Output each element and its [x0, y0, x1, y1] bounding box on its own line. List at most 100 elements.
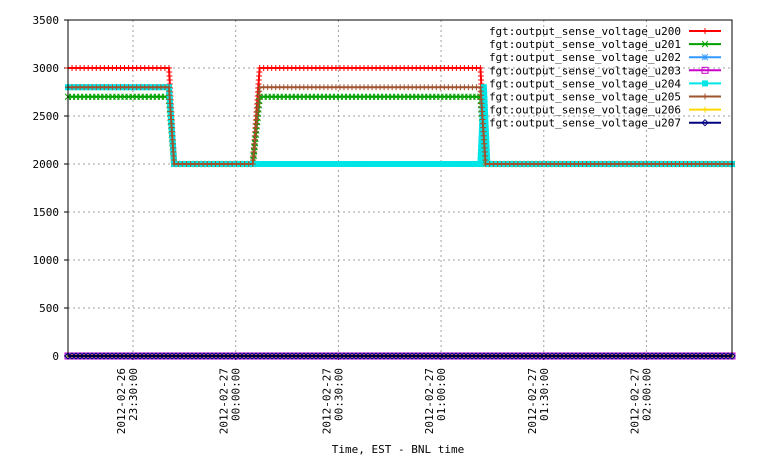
legend-marker [702, 106, 708, 113]
legend-marker [701, 53, 709, 61]
data-point [279, 161, 286, 167]
data-point [445, 161, 452, 167]
legend-label: fgt:output_sense_voltage_u201 [489, 38, 681, 51]
data-point [441, 161, 448, 167]
data-point [364, 161, 371, 167]
data-point [477, 152, 484, 159]
y-axis-ticks: 0 500 1000 1500 2000 2500 3000 3500 [33, 14, 68, 363]
data-point [332, 161, 339, 167]
data-point [372, 161, 379, 167]
legend-label: fgt:output_sense_voltage_u206 [489, 104, 681, 117]
data-point [360, 161, 367, 167]
data-point [271, 161, 278, 167]
data-point [433, 161, 440, 167]
data-point [352, 161, 359, 167]
legend-entry: fgt:output_sense_voltage_u205 [489, 91, 721, 104]
legend-label: fgt:output_sense_voltage_u202 [489, 51, 681, 64]
data-point [392, 161, 399, 167]
legend-entry: fgt:output_sense_voltage_u200 [489, 25, 721, 38]
data-point [267, 161, 274, 167]
data-point [412, 161, 419, 167]
data-point [304, 161, 311, 167]
data-point [457, 161, 464, 167]
legend-entry: fgt:output_sense_voltage_u207 [489, 117, 721, 130]
data-point [376, 161, 383, 167]
data-point [469, 161, 476, 167]
data-point [380, 161, 387, 167]
legend-label: fgt:output_sense_voltage_u204 [489, 77, 681, 90]
data-point [275, 161, 282, 167]
data-point [328, 161, 335, 167]
data-point [478, 144, 485, 151]
data-point [437, 161, 444, 167]
data-point [421, 161, 428, 167]
data-point [287, 161, 294, 167]
data-point [308, 161, 315, 167]
legend-marker [701, 40, 709, 48]
data-point [344, 161, 351, 167]
legend-entry: fgt:output_sense_voltage_u203 [489, 64, 721, 77]
data-point [255, 161, 262, 167]
data-point [356, 161, 363, 167]
data-point [416, 161, 423, 167]
data-point [429, 161, 436, 167]
data-point [283, 161, 290, 167]
y-tick-label: 2000 [33, 158, 60, 171]
y-tick-label: 1000 [33, 254, 60, 267]
data-point [324, 161, 331, 167]
data-point [336, 161, 343, 167]
legend: fgt:output_sense_voltage_u200fgt:output_… [489, 25, 721, 130]
data-point [312, 161, 319, 167]
plot-frame [67, 19, 733, 357]
data-point [449, 161, 456, 167]
data-point [453, 161, 460, 167]
data-point [400, 161, 407, 167]
data-point [477, 156, 484, 163]
legend-entry: fgt:output_sense_voltage_u201 [489, 38, 721, 51]
data-point [259, 161, 266, 167]
legend-entry: fgt:output_sense_voltage_u206 [489, 104, 721, 117]
data-point [316, 161, 323, 167]
x-tick-label: 2012-02-2702:00:00 [628, 368, 653, 434]
y-tick-label: 2500 [33, 110, 60, 123]
x-tick-label: 2012-02-2701:00:00 [423, 368, 448, 434]
y-tick-label: 0 [52, 350, 59, 363]
data-point [473, 161, 480, 167]
data-point [300, 161, 307, 167]
y-tick-label: 3500 [33, 14, 60, 27]
data-point [384, 161, 391, 167]
data-point [296, 161, 303, 167]
data-point [480, 84, 487, 91]
data-point [388, 161, 395, 167]
legend-marker [701, 118, 709, 127]
data-point [477, 161, 484, 167]
x-tick-label: 2012-02-2700:30:00 [320, 368, 345, 434]
x-tick-label: 2012-02-2701:30:00 [526, 368, 551, 434]
series-6 [65, 84, 735, 167]
data-point [348, 161, 355, 167]
data-point [404, 161, 411, 167]
legend-marker [702, 93, 708, 100]
data-point [408, 161, 415, 167]
data-point [481, 92, 488, 99]
x-axis-ticks: 2012-02-2623:30:00 2012-02-2700:00:00 2012… [115, 356, 653, 434]
x-tick-label: 2012-02-2623:30:00 [115, 368, 140, 434]
x-axis-title: Time, EST - BNL time [332, 443, 464, 456]
y-tick-label: 500 [39, 302, 59, 315]
legend-entry: fgt:output_sense_voltage_u202 [489, 51, 721, 64]
data-point [263, 161, 270, 167]
legend-marker [702, 80, 708, 87]
data-point [465, 161, 472, 167]
data-point [396, 161, 403, 167]
y-tick-label: 1500 [33, 206, 60, 219]
legend-entry: fgt:output_sense_voltage_u204 [489, 77, 721, 90]
legend-label: fgt:output_sense_voltage_u200 [489, 25, 681, 38]
data-point [481, 88, 488, 95]
data-point [368, 161, 375, 167]
legend-marker [701, 66, 709, 74]
y-tick-label: 3000 [33, 62, 60, 75]
data-point [425, 161, 432, 167]
data-point [481, 100, 488, 107]
data-point [340, 161, 347, 167]
